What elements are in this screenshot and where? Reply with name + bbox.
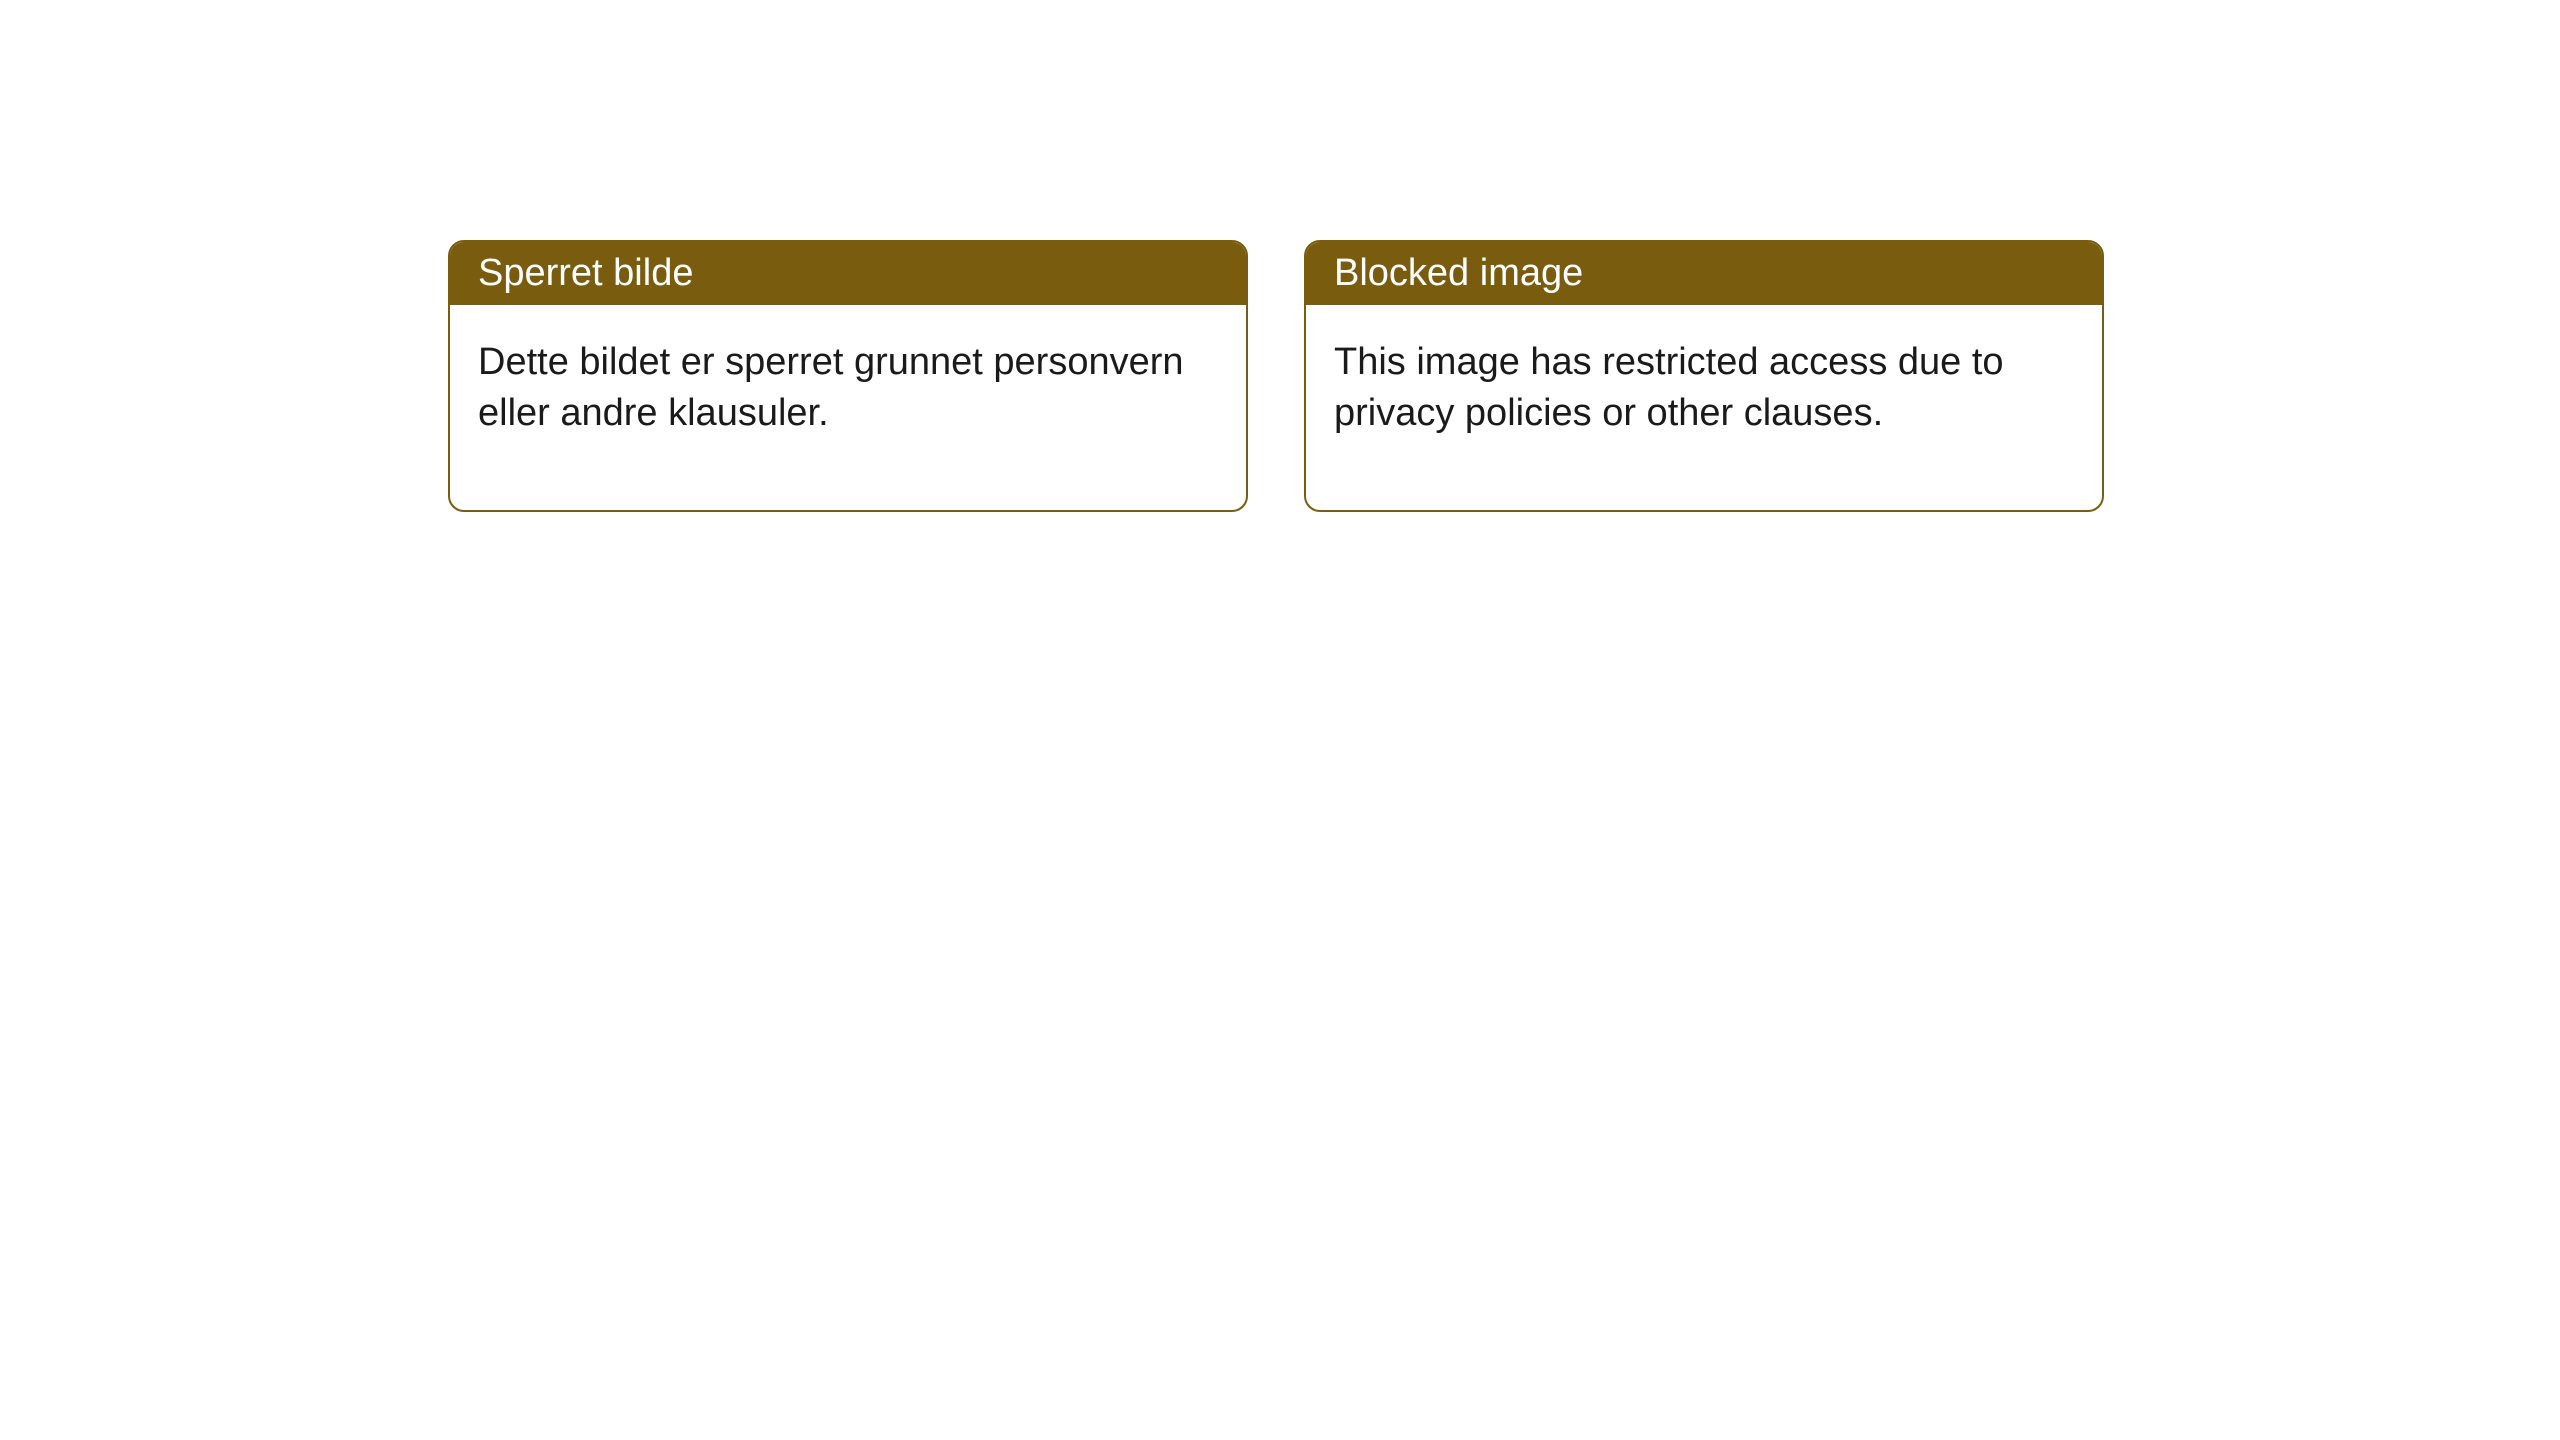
- notice-body-norwegian: Dette bildet er sperret grunnet personve…: [450, 305, 1246, 510]
- notice-card-english: Blocked image This image has restricted …: [1304, 240, 2104, 512]
- notice-header-norwegian: Sperret bilde: [450, 242, 1246, 305]
- notice-card-norwegian: Sperret bilde Dette bildet er sperret gr…: [448, 240, 1248, 512]
- notice-header-english: Blocked image: [1306, 242, 2102, 305]
- notice-body-english: This image has restricted access due to …: [1306, 305, 2102, 510]
- notice-container: Sperret bilde Dette bildet er sperret gr…: [448, 240, 2104, 512]
